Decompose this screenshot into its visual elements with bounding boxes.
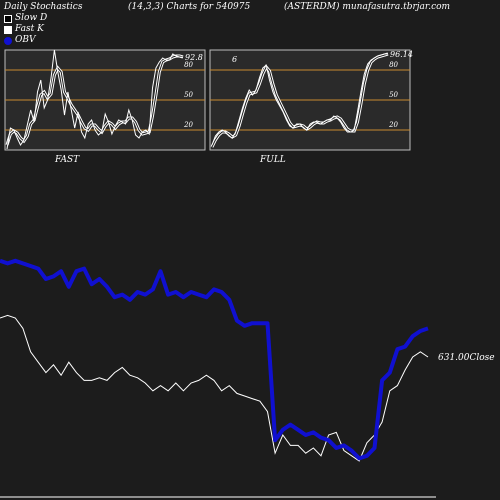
legend-label-fast-k: Fast K	[15, 24, 44, 34]
legend-label-obv: OBV	[15, 35, 36, 45]
fast-slow-d-line-core	[6, 55, 184, 146]
close-value-label: 631.00Close	[438, 353, 495, 363]
header-chart-info: (14,3,3) Charts for 540975	[128, 2, 251, 12]
fast-k-swatch-icon	[4, 25, 12, 34]
legend-label-slow-d: Slow D	[15, 13, 48, 23]
full-last-value-label: 96.14	[390, 50, 413, 59]
fast-level-label-80: 80	[184, 61, 193, 69]
legend-item-slow-d: Slow D	[4, 13, 47, 24]
obv-swatch-icon	[4, 36, 12, 45]
fast-level-label-20: 20	[183, 121, 193, 129]
fast-fast-k-line	[6, 49, 184, 150]
fast-panel-label: FAST	[54, 155, 80, 165]
full-panel: 20 50 80 FULL 96.14 6	[209, 49, 413, 165]
obv-close-panel: 631.00Close	[0, 258, 495, 498]
legend-item-fast-k: Fast K	[4, 24, 47, 35]
full-level-label-20: 20	[388, 121, 398, 129]
legend: Slow D Fast K OBV	[4, 13, 47, 46]
header-title: Daily Stochastics	[4, 2, 83, 12]
legend-item-obv: OBV	[4, 35, 47, 46]
fast-panel: 20 50 80 FAST 92.8	[4, 49, 206, 165]
full-level-label-50: 50	[389, 91, 398, 99]
fast-level-label-50: 50	[184, 91, 193, 99]
close-price-line	[0, 314, 429, 462]
full-first-value-label: 6	[232, 55, 237, 64]
full-level-label-80: 80	[389, 61, 398, 69]
obv-line	[0, 258, 429, 461]
full-panel-label: FULL	[259, 155, 286, 165]
full-fast-k-line	[211, 53, 389, 146]
full-slow-d-line-core	[211, 53, 389, 148]
header-source: (ASTERDM) munafasutra.tbrjar.com	[284, 2, 451, 12]
fast-last-value-label: 92.8	[185, 53, 203, 62]
slow-d-swatch-icon	[4, 14, 12, 23]
